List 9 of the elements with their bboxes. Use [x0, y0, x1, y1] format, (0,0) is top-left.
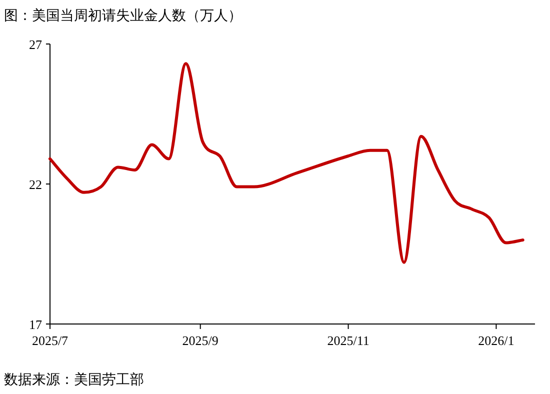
chart-title: 图：美国当周初请失业金人数（万人）: [4, 8, 242, 24]
source-note: 数据来源：美国劳工部: [4, 372, 144, 388]
x-tick-label: 2025/11: [327, 333, 370, 348]
y-tick-label: 22: [29, 177, 42, 192]
x-tick-label: 2025/9: [182, 333, 218, 348]
y-tick-label: 27: [29, 37, 42, 52]
x-tick-label: 2025/7: [32, 333, 69, 348]
x-tick-label: 2026/1: [478, 333, 514, 348]
y-tick-label: 17: [29, 317, 42, 332]
